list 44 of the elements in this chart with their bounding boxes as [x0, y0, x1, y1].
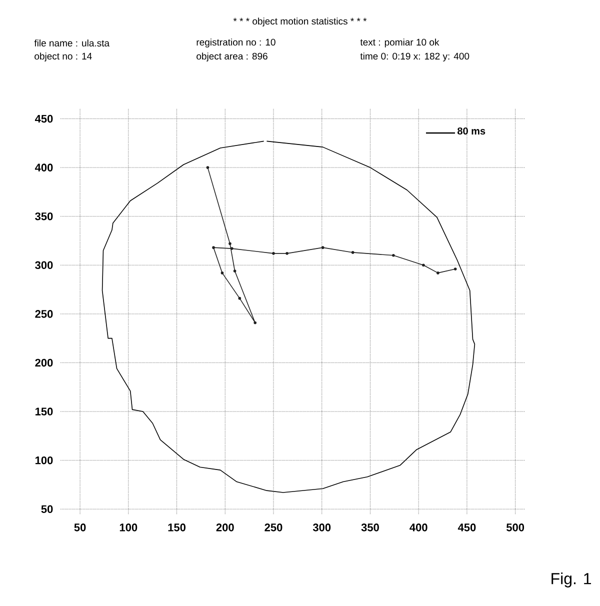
point — [206, 166, 210, 169]
x-tick-label: 350 — [361, 524, 379, 532]
point — [436, 272, 440, 274]
point — [454, 268, 457, 270]
y-tick-label: 400 — [34, 164, 53, 172]
point — [286, 252, 288, 255]
point — [254, 321, 257, 324]
point — [272, 252, 275, 255]
point — [212, 246, 215, 249]
y-tick-label: 100 — [36, 456, 53, 464]
y-tick-label: 250 — [35, 310, 53, 318]
chart-title: * * * object motion statistics * * * — [233, 18, 367, 26]
x-tick-label: 300 — [312, 524, 331, 532]
point — [392, 254, 395, 257]
text: file name : ula.sta — [34, 40, 110, 46]
x-tick-label: 450 — [458, 524, 476, 532]
point — [230, 247, 234, 250]
y-tick-label: 50 — [41, 505, 53, 514]
y-tick-label: 300 — [35, 261, 53, 270]
caption: Fig. 1 — [552, 572, 591, 588]
x-tick-label: 200 — [216, 524, 234, 532]
point — [228, 242, 232, 246]
x-tick-label: 50 — [74, 524, 86, 532]
x-tick-label: 150 — [168, 524, 186, 532]
point — [220, 272, 224, 274]
y-tick-label: 150 — [36, 408, 53, 416]
y-tick-label: 450 — [34, 114, 53, 123]
point — [233, 270, 236, 272]
x-tick-label: 100 — [120, 524, 138, 532]
text: time 0: 0:19 x: 182 y: 400 — [360, 52, 470, 62]
point — [422, 264, 425, 267]
x-tick-label: 400 — [410, 524, 428, 532]
line-series — [102, 140, 476, 493]
point — [321, 246, 324, 249]
y-tick-label: 350 — [35, 212, 53, 220]
text: text : pomiar 10 ok — [360, 38, 440, 48]
annotation: 80 ms — [458, 127, 486, 135]
x-tick-label: 250 — [264, 524, 282, 532]
y-tick-label: 200 — [35, 358, 53, 367]
text: object area : 896 — [196, 52, 268, 62]
text: registration no : 10 — [196, 38, 276, 48]
text: object no : 14 — [34, 52, 92, 62]
x-tick-label: 500 — [506, 524, 524, 532]
point — [351, 251, 354, 254]
